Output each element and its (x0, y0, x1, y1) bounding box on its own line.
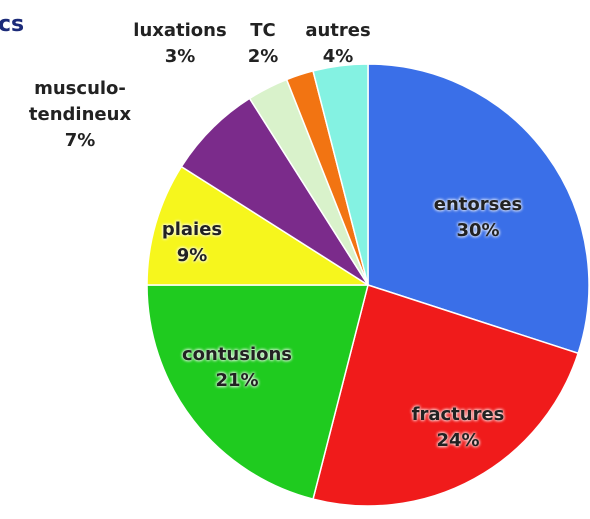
slice-label: musculo-tendineux 7% (25, 76, 135, 154)
slice-label: TC 2% (198, 18, 328, 70)
slice-label: luxations 3% (115, 18, 245, 70)
value-label: 30% (456, 220, 500, 241)
value-label: 9% (176, 245, 208, 266)
value-label: 7% (64, 130, 96, 151)
pie-slice (146, 284, 369, 500)
pie-slice (312, 284, 580, 507)
category-label: plaies (161, 219, 223, 240)
category-label: musculo-tendineux (28, 78, 132, 125)
category-label: fractures (411, 404, 505, 425)
value-label: 21% (215, 370, 259, 391)
slice-label: plaies 9% (127, 217, 257, 269)
category-label: TC (250, 20, 276, 41)
category-label: autres (305, 20, 371, 41)
pie-slice (312, 63, 369, 286)
value-label: 2% (247, 46, 279, 67)
value-label: 3% (164, 46, 196, 67)
pie-slice (146, 165, 371, 286)
slice-label: fractures 24% (393, 402, 523, 454)
category-label: contusions (181, 344, 293, 365)
slice-label: entorses 30% (413, 192, 543, 244)
slice-label: contusions 21% (172, 342, 302, 394)
pie-slice (367, 63, 590, 355)
value-label: 24% (436, 430, 480, 451)
chart-title: cs (0, 12, 25, 37)
category-label: entorses (433, 194, 523, 215)
category-label: luxations (133, 20, 227, 41)
value-label: 4% (322, 46, 354, 67)
slice-label: autres 4% (273, 18, 403, 70)
